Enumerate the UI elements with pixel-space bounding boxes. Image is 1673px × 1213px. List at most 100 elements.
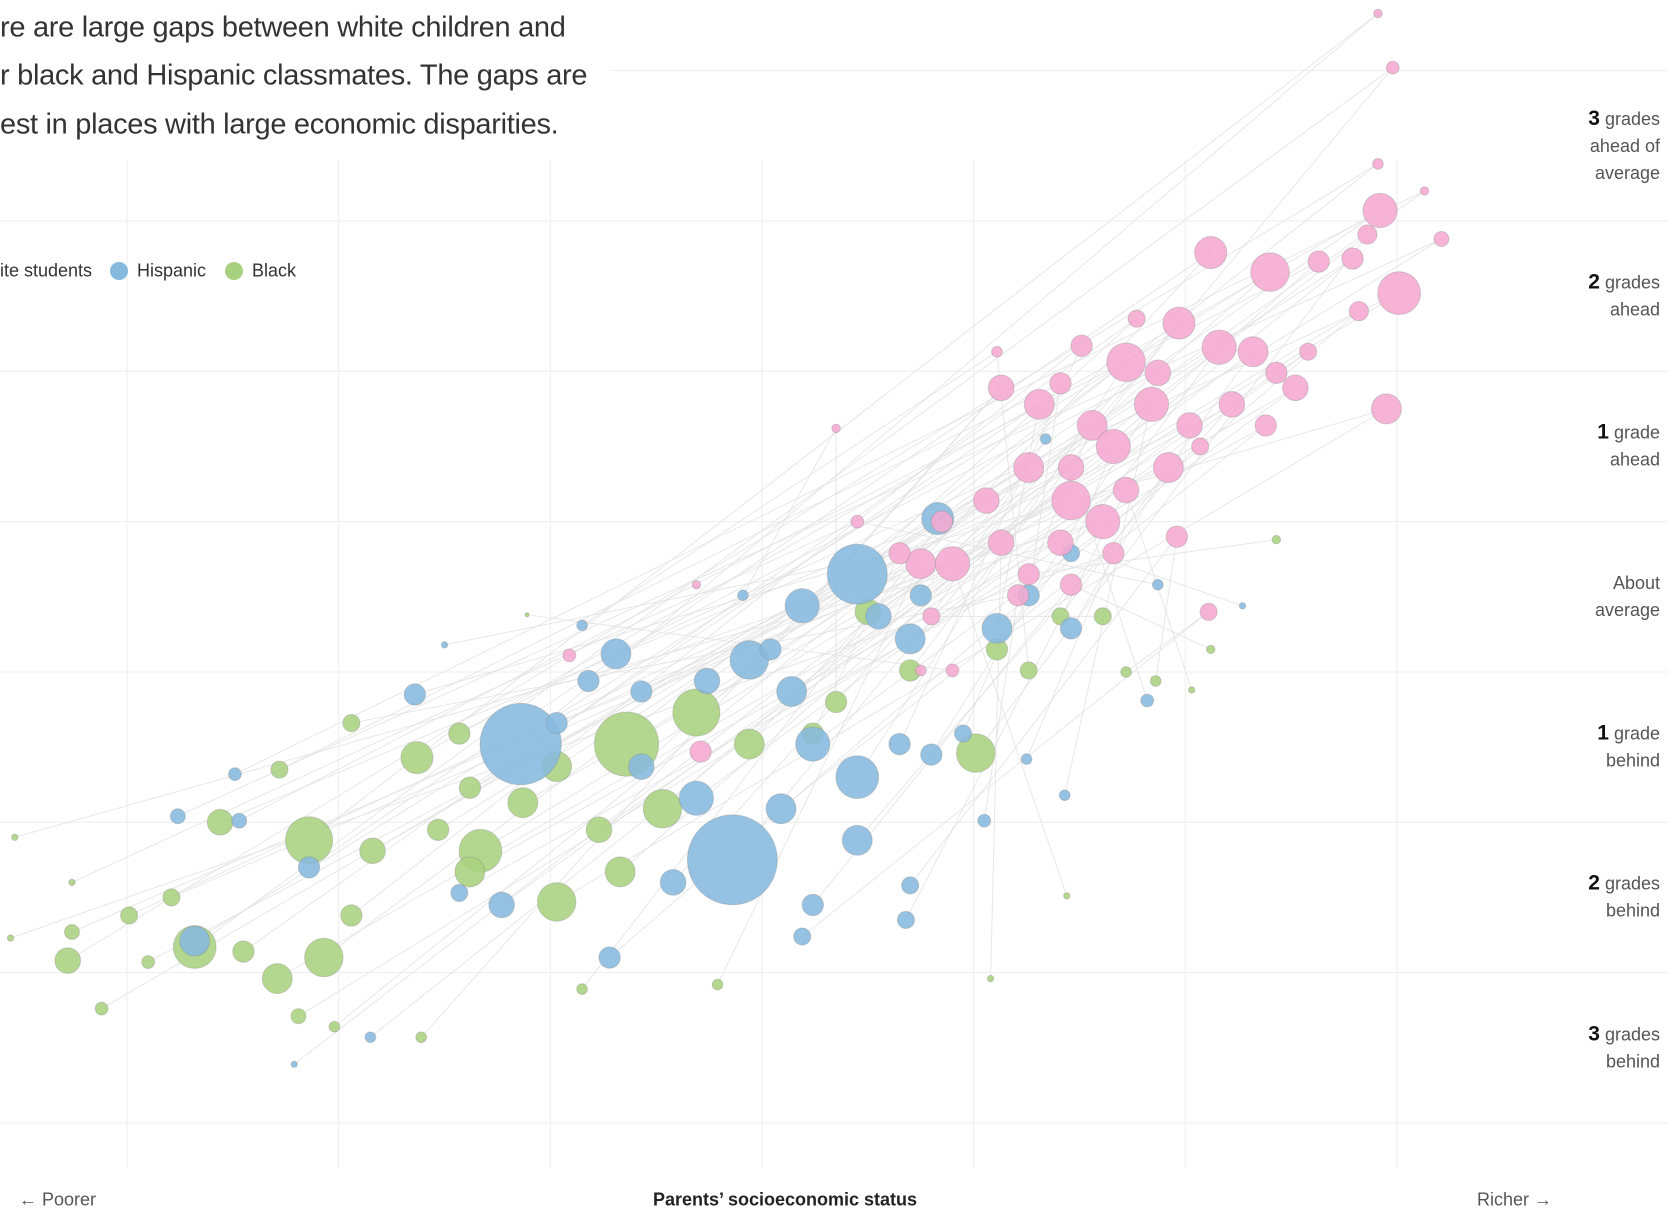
bubble <box>1058 789 1071 802</box>
connector <box>696 351 1309 799</box>
bubble <box>894 623 926 655</box>
bubble <box>1271 534 1282 545</box>
bubble <box>1165 525 1189 548</box>
bubble <box>458 776 482 799</box>
connector <box>370 258 1353 1038</box>
bubble <box>793 927 812 946</box>
bubble <box>11 833 19 842</box>
bubble <box>691 579 702 590</box>
y-tick-label: 2 grades behind <box>1588 871 1660 921</box>
bubble <box>1205 644 1216 655</box>
legend-label: Black <box>252 260 297 281</box>
bubble <box>1093 607 1112 626</box>
bubble <box>686 814 778 906</box>
bubble <box>888 732 911 756</box>
bubble <box>1019 661 1038 680</box>
bubble <box>1199 602 1218 621</box>
connector <box>641 318 1137 768</box>
bubble <box>598 946 621 969</box>
bubble <box>63 924 80 940</box>
bubble <box>977 813 992 828</box>
bubble <box>826 543 888 605</box>
bubble <box>1362 192 1398 229</box>
bubble <box>576 983 588 995</box>
bubble <box>1063 892 1071 900</box>
bubble <box>1095 428 1131 465</box>
bubble <box>795 726 831 762</box>
bubble <box>784 588 820 624</box>
bubble <box>479 702 562 786</box>
connector <box>71 500 1072 933</box>
bubble <box>1023 388 1055 420</box>
bubble <box>1133 386 1170 422</box>
bubble <box>776 676 808 707</box>
connector <box>1125 489 1193 691</box>
bubble <box>973 487 1000 514</box>
bubble <box>693 667 721 695</box>
connector <box>194 67 1394 948</box>
bubble <box>1149 675 1162 687</box>
y-tick-label: 1 grade behind <box>1597 721 1660 771</box>
bubble <box>1282 374 1309 402</box>
bubble <box>1106 342 1146 383</box>
legend-label: ite students <box>0 260 93 281</box>
bubble <box>1140 693 1155 708</box>
connector <box>238 261 1319 822</box>
bubble <box>1433 231 1450 248</box>
bubble <box>179 925 211 957</box>
bubble <box>672 688 721 737</box>
bubble <box>733 728 765 760</box>
bubble <box>206 808 234 836</box>
title-line: r black and Hispanic classmates. The gap… <box>0 59 588 92</box>
bubble <box>340 904 363 927</box>
bubble <box>1373 8 1383 19</box>
connector <box>996 351 1030 671</box>
bubble <box>1070 334 1093 357</box>
richer-annotation: Richer → <box>1476 1189 1552 1210</box>
series-1 <box>169 433 1247 1068</box>
bubble <box>954 724 973 743</box>
bubble <box>737 589 749 602</box>
bubble <box>1017 563 1040 586</box>
bubble <box>1127 309 1146 328</box>
bubble <box>630 680 653 703</box>
bubble <box>930 510 954 533</box>
bubble <box>426 818 450 841</box>
bubble <box>261 963 293 995</box>
connector <box>742 428 837 596</box>
bubble <box>896 910 915 930</box>
bubble <box>290 1008 307 1025</box>
bubble <box>1307 250 1330 273</box>
bubble <box>1085 503 1121 540</box>
bubble <box>689 740 712 763</box>
bubble <box>835 755 880 800</box>
bubble <box>1370 393 1402 425</box>
bubble <box>987 529 1015 557</box>
connector <box>243 318 1137 952</box>
bubble <box>524 612 530 618</box>
bubble <box>1357 224 1378 245</box>
connector <box>556 258 1353 768</box>
connector <box>909 425 1190 640</box>
bubble <box>1039 433 1052 445</box>
bubble <box>831 423 841 434</box>
connector <box>952 563 1068 897</box>
connector <box>556 408 1387 903</box>
bubble <box>342 713 361 733</box>
bubble <box>909 584 932 607</box>
connector <box>219 445 1114 823</box>
bubble <box>1076 409 1108 441</box>
bubble <box>545 711 568 735</box>
bubble <box>956 733 996 773</box>
bubble <box>920 743 943 766</box>
bubble <box>231 812 248 829</box>
connector <box>234 190 1425 775</box>
bubble <box>1377 271 1422 316</box>
bubble <box>1051 480 1091 521</box>
bubble <box>1151 578 1164 591</box>
bubble <box>642 788 683 829</box>
bubble <box>1144 359 1172 387</box>
bubble <box>711 978 724 991</box>
